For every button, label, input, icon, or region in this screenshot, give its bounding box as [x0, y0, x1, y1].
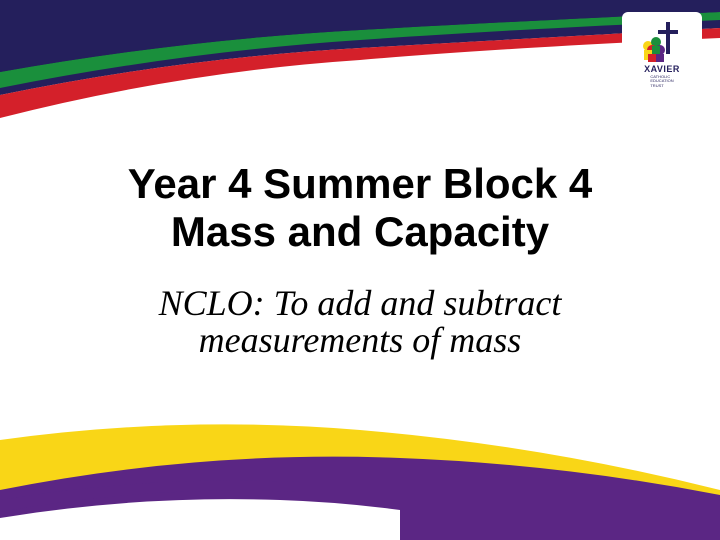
logo-cross-icon: [638, 20, 686, 62]
title-line-2: Mass and Capacity: [0, 208, 720, 256]
slide-title: Year 4 Summer Block 4 Mass and Capacity: [0, 160, 720, 257]
slide-subtitle: NCLO: To add and subtract measurements o…: [0, 285, 720, 361]
logo-brand-text: XAVIER: [644, 64, 680, 74]
slide: XAVIER CATHOLIC EDUCATION TRUST Year 4 S…: [0, 0, 720, 540]
title-line-1: Year 4 Summer Block 4: [0, 160, 720, 208]
subtitle-line-2: measurements of mass: [0, 322, 720, 360]
top-swoosh-decoration: [0, 0, 720, 130]
bottom-swoosh-decoration: [0, 400, 720, 540]
subtitle-line-1: NCLO: To add and subtract: [0, 285, 720, 323]
content-area: Year 4 Summer Block 4 Mass and Capacity …: [0, 160, 720, 360]
logo-badge: XAVIER CATHOLIC EDUCATION TRUST: [622, 12, 702, 96]
logo-sub-text: CATHOLIC EDUCATION TRUST: [650, 75, 673, 88]
